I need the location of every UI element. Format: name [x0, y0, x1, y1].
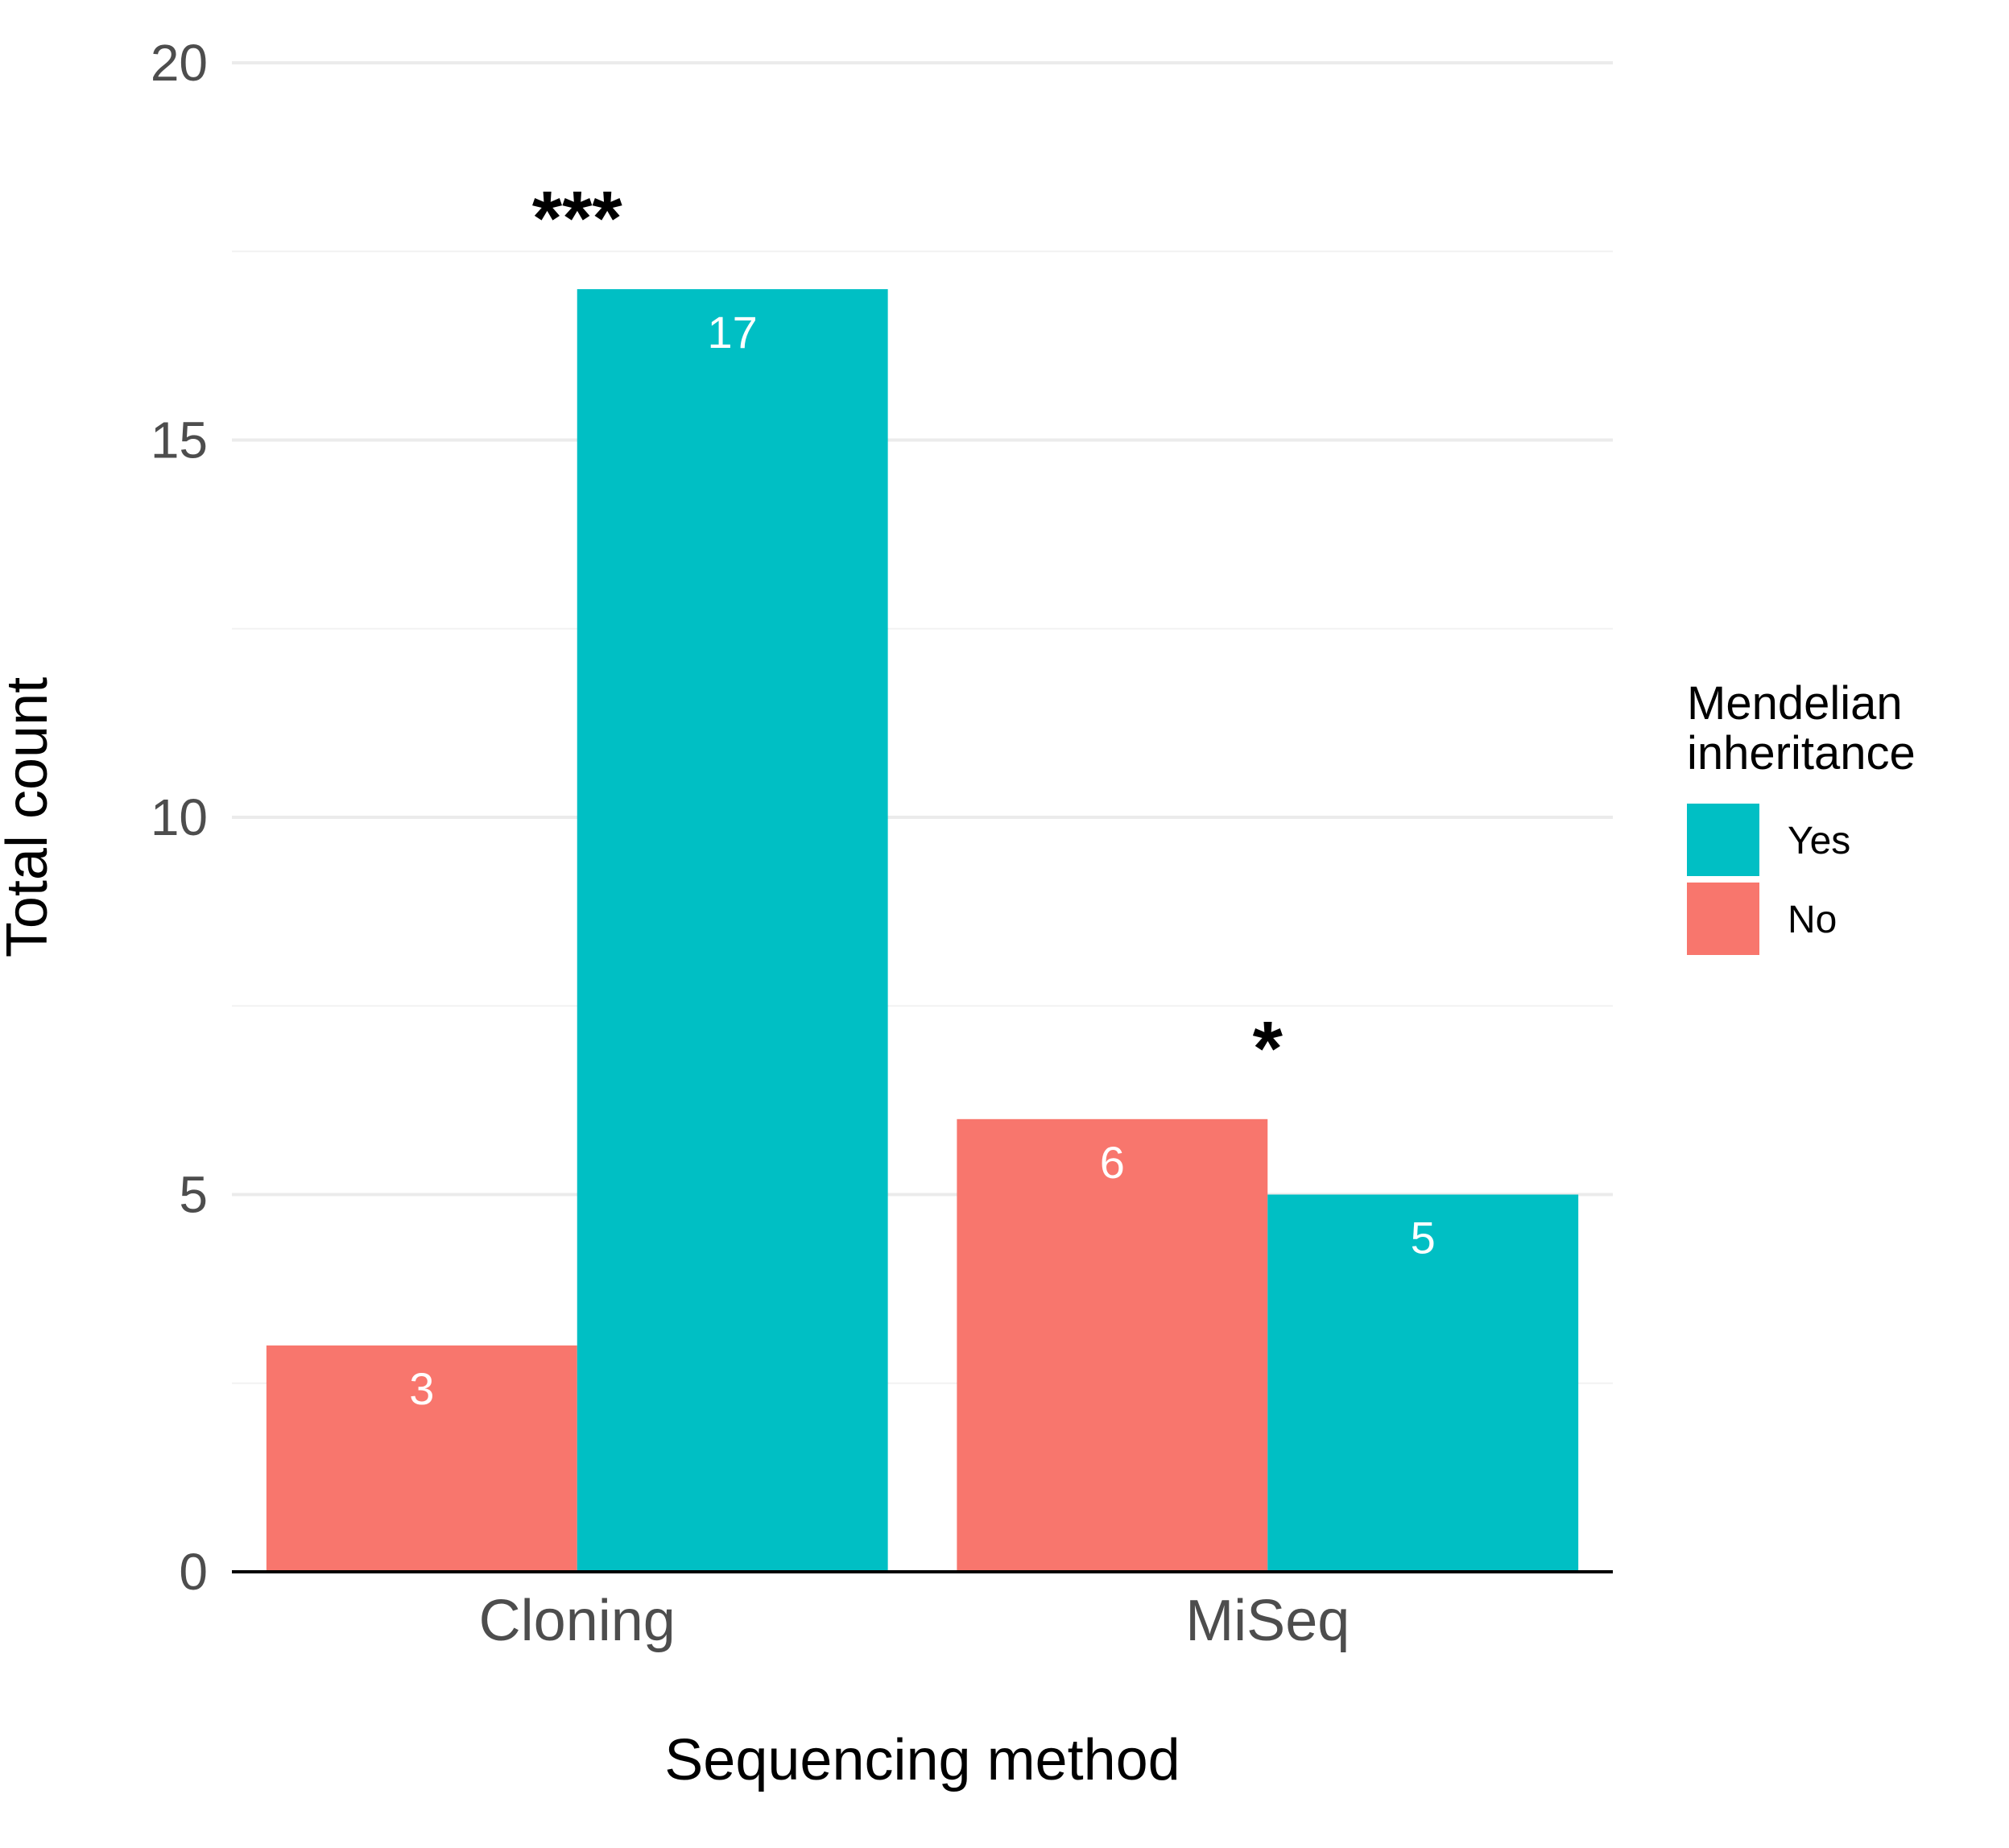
- legend-key-no: [1687, 883, 1759, 955]
- x-axis-title: Sequencing method: [664, 1728, 1180, 1792]
- bars: [266, 289, 1579, 1573]
- bar-yes-miseq: [1267, 1194, 1579, 1572]
- significance-label: *: [1253, 1006, 1284, 1092]
- legend-entries: Yes No: [1687, 804, 1850, 955]
- bar-no-miseq: [957, 1118, 1268, 1572]
- x-tick-label: Cloning: [479, 1589, 676, 1653]
- x-tick-label: MiSeq: [1185, 1589, 1350, 1653]
- y-tick-label: 10: [151, 788, 208, 846]
- legend-title-line-1: Mendelian: [1687, 677, 1903, 730]
- y-tick-label: 0: [179, 1543, 208, 1601]
- significance-label: ***: [532, 176, 623, 262]
- bar-yes-cloning: [577, 289, 888, 1573]
- bar-no-cloning: [266, 1345, 577, 1572]
- bar-value-label: 17: [708, 307, 758, 358]
- gridlines: [232, 61, 1613, 1384]
- legend-label-yes: Yes: [1788, 820, 1850, 862]
- y-tick-label: 20: [151, 34, 208, 92]
- y-tick-label: 5: [179, 1166, 208, 1224]
- y-tick-labels: 0 5 10 15 20: [151, 34, 208, 1601]
- bar-labels: 3 17 6 5: [409, 307, 1436, 1414]
- legend-title-line-2: inheritance: [1687, 727, 1916, 779]
- significance-labels: ****: [532, 176, 1284, 1092]
- x-tick-labels: Cloning MiSeq: [479, 1589, 1350, 1653]
- legend-key-yes: [1687, 804, 1759, 876]
- y-axis-title: Total count: [0, 677, 60, 957]
- y-tick-label: 15: [151, 411, 208, 469]
- legend: Mendelian inheritance Yes No: [1687, 677, 1916, 955]
- legend-label-no: No: [1788, 899, 1837, 941]
- bar-value-label: 6: [1100, 1137, 1125, 1188]
- bar-value-label: 3: [409, 1363, 434, 1414]
- bar-value-label: 5: [1411, 1213, 1436, 1263]
